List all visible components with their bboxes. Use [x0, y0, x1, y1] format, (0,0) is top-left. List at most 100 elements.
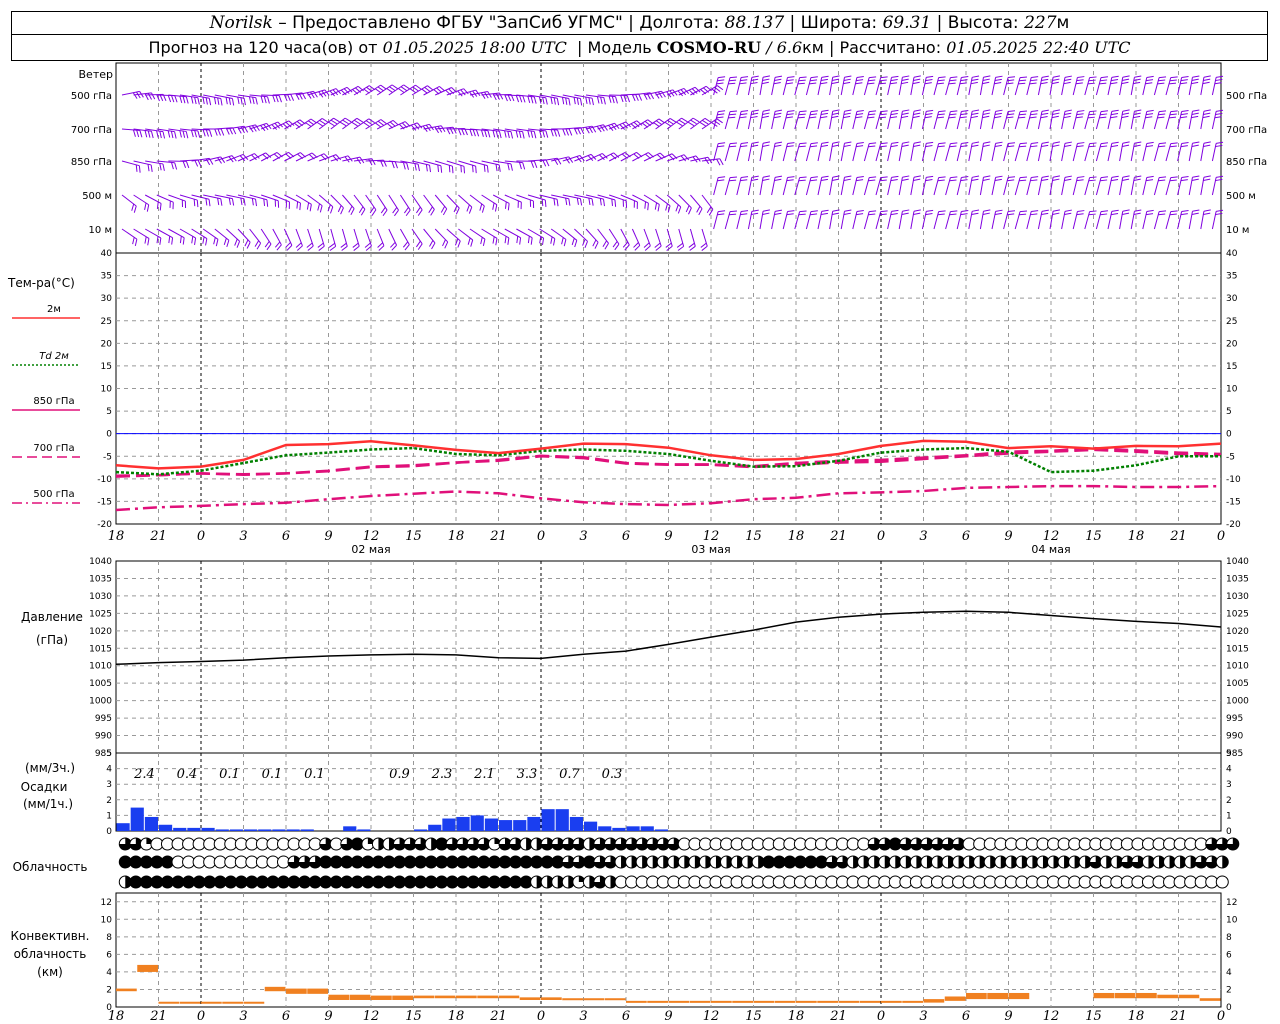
wind-barb-flag	[995, 109, 1003, 112]
cloud-fill	[298, 876, 311, 888]
wind-barb-flag	[562, 128, 566, 136]
wind-barb-flag	[718, 210, 726, 213]
wind-barb-staff	[910, 143, 915, 162]
wind-barb-staff	[1084, 211, 1091, 230]
bottom-time-tick-label: 0	[537, 1009, 545, 1024]
wind-barb-flag	[926, 175, 934, 178]
precip-unit-1h: (мм/1ч.)	[23, 797, 73, 811]
cloud-fill	[572, 838, 585, 850]
wind-barb-staff	[1130, 77, 1135, 96]
cloud-cover-symbol	[466, 855, 480, 869]
wind-barb-flag	[392, 120, 399, 126]
wind-barb-flag	[856, 213, 864, 216]
wind-barb-staff	[353, 194, 366, 210]
cloud-cover-symbol	[487, 837, 501, 851]
cloud-fill	[652, 856, 659, 868]
wind-barb-staff	[481, 194, 498, 206]
wind-barb-flag	[138, 165, 141, 173]
bottom-time-tick-label: 18	[108, 1009, 125, 1024]
wind-barb-flag	[594, 242, 599, 249]
wind-barb-flag	[156, 130, 159, 138]
cloud-cover-symbol	[477, 875, 491, 889]
wind-barb-flag	[740, 113, 748, 116]
wind-barb-staff	[1003, 77, 1009, 96]
wind-barb-flag	[619, 124, 626, 130]
cloud-cover-symbol	[160, 855, 174, 869]
wind-barb-staff	[852, 111, 858, 130]
wind-barb-flag	[515, 95, 520, 103]
wind-barb-flag	[844, 109, 852, 112]
wind-barb-flag	[451, 166, 454, 174]
bottom-time-tick-label: 18	[1128, 1009, 1145, 1024]
wind-barb-flag	[1145, 145, 1154, 148]
cloud-fill	[319, 876, 332, 888]
wind-barb-staff	[782, 177, 789, 196]
wind-barb-flag	[151, 92, 156, 100]
cloud-fill	[642, 856, 649, 868]
precip-bar	[229, 829, 243, 831]
cloud-fill	[488, 856, 501, 868]
wind-barb-staff	[863, 77, 870, 96]
bottom-time-tick-label: 3	[919, 1009, 927, 1024]
temp-series-line	[115, 446, 1221, 476]
cloud-fill	[884, 856, 891, 868]
wind-barb-flag	[428, 206, 433, 214]
wind-barb-flag	[170, 131, 174, 139]
wind-barb-flag	[699, 121, 706, 127]
wind-barb-flag	[516, 236, 519, 244]
conv-bar	[392, 995, 413, 1000]
wind-barb-staff	[713, 143, 719, 162]
wind-barb-flag	[971, 212, 979, 215]
wind-barb-flag	[1122, 178, 1130, 181]
precip-tick-right: 1	[1226, 811, 1232, 821]
temp-tick-left: -10	[97, 475, 112, 485]
wind-barb-flag	[454, 238, 459, 246]
wind-barb-flag	[810, 176, 818, 179]
wind-barb-flag	[623, 95, 627, 103]
wind-barb-flag	[368, 118, 375, 124]
wind-barb-flag	[1170, 176, 1178, 179]
wind-level-label-left: 10 м	[89, 225, 112, 236]
wind-barb-flag	[1122, 109, 1130, 112]
wind-barb-flag	[1181, 75, 1189, 78]
wind-barb-flag	[1064, 112, 1072, 115]
wind-barb-staff	[307, 194, 323, 207]
conv-tick-right: 6	[1226, 950, 1232, 960]
wind-barb-staff	[1095, 211, 1102, 230]
cloud-fill	[224, 876, 237, 888]
wind-barb-flag	[729, 176, 738, 179]
wind-barb-flag	[409, 88, 417, 94]
temp-tick-left: -15	[97, 497, 112, 507]
cloud-cover-symbol	[435, 855, 449, 869]
wind-barb-flag	[377, 242, 384, 248]
pressure-tick-left: 995	[95, 714, 112, 724]
wind-barb-flag	[522, 162, 526, 170]
wind-barb-staff	[887, 143, 893, 162]
wind-barb-flag	[1089, 142, 1097, 145]
wind-barb-flag	[1052, 78, 1060, 81]
wind-barb-staff	[689, 228, 696, 247]
wind-barb-staff	[1037, 143, 1043, 162]
cloud-fill	[509, 856, 522, 868]
wind-barb-flag	[416, 122, 423, 129]
wind-barb-flag	[902, 141, 910, 144]
wind-barb-flag	[868, 145, 876, 148]
wind-barb-flag	[486, 165, 489, 173]
wind-barb-flag	[144, 236, 147, 244]
wind-barb-flag	[356, 117, 364, 123]
wind-barb-staff	[747, 77, 753, 96]
wind-barb-flag	[440, 165, 443, 173]
pressure-tick-left: 985	[95, 749, 112, 759]
cloud-fill	[684, 856, 691, 868]
wind-barb-flag	[256, 242, 262, 250]
wind-barb-staff	[1061, 77, 1066, 96]
wind-barb-flag	[1202, 115, 1210, 119]
wind-barb-flag	[691, 88, 698, 94]
bottom-time-tick-label: 0	[197, 1009, 205, 1024]
cloud-cover-symbol	[203, 875, 217, 889]
wind-barb-flag	[844, 209, 852, 212]
wind-barb-flag	[810, 113, 818, 116]
cloud-fill	[1222, 856, 1229, 868]
wind-barb-flag	[310, 118, 317, 124]
wind-barb-flag	[299, 203, 301, 211]
